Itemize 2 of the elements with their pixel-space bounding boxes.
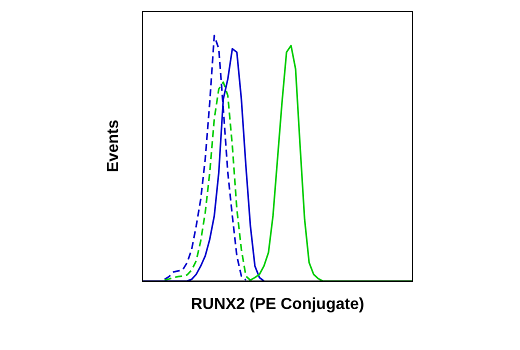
y-axis-title: Events	[105, 118, 123, 174]
x-axis-title: RUNX2 (PE Conjugate)	[190, 296, 366, 314]
